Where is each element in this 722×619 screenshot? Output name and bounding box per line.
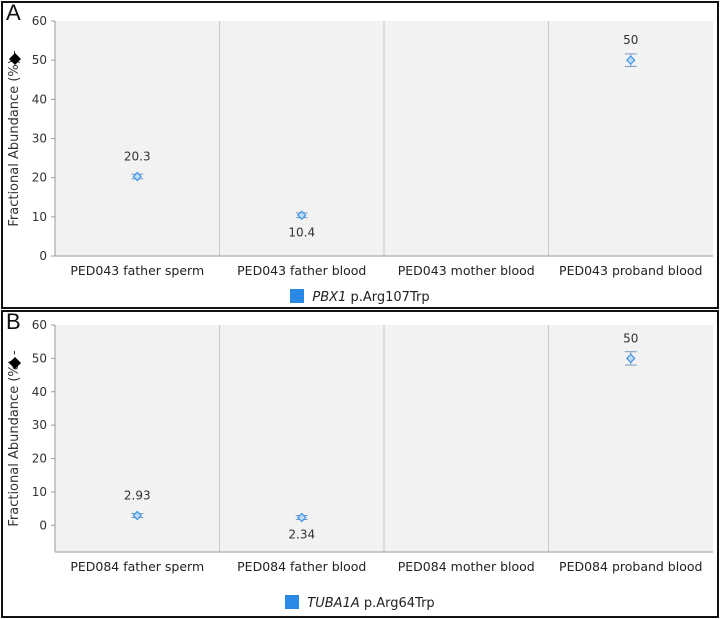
panel-letter: A — [6, 0, 21, 25]
x-tick-label: PED084 mother blood — [398, 559, 535, 574]
x-tick-label: PED084 father sperm — [70, 559, 204, 574]
x-tick-label: PED043 mother blood — [398, 263, 535, 278]
y-tick-label: 30 — [32, 418, 47, 432]
y-tick-label: 40 — [32, 92, 47, 106]
panel-b: B 0 10 20 30 40 50 60 Fractional Abundance (%) … — [1, 309, 719, 618]
y-axis-title: Fractional Abundance (%) - — [7, 350, 22, 527]
y-tick-label: 60 — [32, 14, 47, 28]
y-tick-label: 20 — [32, 452, 47, 466]
y-tick-label: 40 — [32, 385, 47, 399]
panel-letter: B — [6, 309, 21, 334]
legend-swatch — [285, 595, 300, 609]
y-tick-label: 0 — [39, 249, 47, 263]
y-tick-label: 60 — [32, 318, 47, 332]
legend-diamond-icon — [9, 357, 21, 369]
y-tick-label: 50 — [32, 53, 47, 67]
legend-label: p.Arg107Trp — [346, 290, 430, 305]
data-point — [297, 210, 307, 220]
y-axis-title: Fractional Abundance (%) - — [7, 50, 22, 227]
y-tick-label: 10 — [32, 210, 47, 224]
y-tick-label: 50 — [32, 351, 47, 365]
data-label: 10.4 — [288, 225, 315, 239]
legend-swatch — [290, 289, 305, 303]
data-label: 2.93 — [124, 489, 151, 503]
legend[interactable]: PBX1 p.Arg107Trp — [3, 289, 717, 305]
y-tick-label: 20 — [32, 171, 47, 185]
x-tick-label: PED043 father blood — [237, 263, 366, 278]
x-tick-label: PED084 father blood — [237, 559, 366, 574]
legend-diamond-icon — [9, 53, 21, 65]
legend-label: p.Arg64Trp — [359, 596, 435, 611]
data-label: 20.3 — [124, 149, 151, 163]
data-point — [626, 353, 636, 364]
data-point — [297, 512, 307, 523]
chart-plot-a: 0 10 20 30 40 50 60 Fractional Abundance (%) - P… — [7, 14, 713, 278]
data-point — [132, 171, 142, 182]
y-tick-label: 10 — [32, 485, 47, 499]
x-tick-label: PED084 proband blood — [559, 559, 702, 574]
data-label: 50 — [623, 331, 638, 345]
legend-gene: PBX1 — [312, 290, 347, 305]
legend-gene: TUBA1A — [307, 596, 360, 611]
y-tick-label: 30 — [32, 132, 47, 146]
x-tick-label: PED043 father sperm — [70, 263, 204, 278]
chart-plot-b: 0 10 20 30 40 50 60 Fractional Abundance (%) - P… — [7, 318, 713, 574]
data-point — [132, 510, 142, 521]
y-tick-label: 0 — [39, 518, 47, 532]
x-tick-label: PED043 proband blood — [559, 263, 702, 278]
data-point — [626, 55, 636, 65]
data-label: 2.34 — [288, 527, 315, 541]
panel-a: A 0 10 20 30 40 50 60 Fractional Abundance (%) … — [1, 0, 719, 309]
legend[interactable]: TUBA1A p.Arg64Trp — [3, 595, 717, 611]
data-label: 50 — [623, 33, 638, 47]
